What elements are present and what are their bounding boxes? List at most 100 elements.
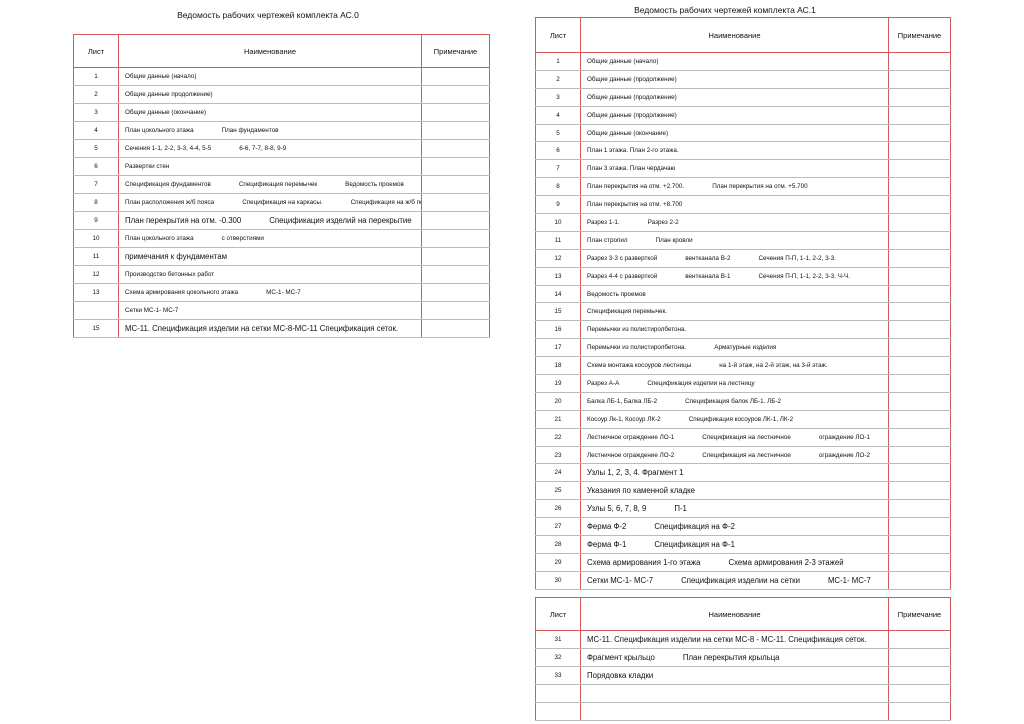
row: 11 План стропил План кровли bbox=[535, 231, 951, 250]
sheet-table: Лист Наименование Примечание 1 Общие данные … bbox=[73, 34, 490, 338]
name-part: Развертки стен bbox=[125, 163, 170, 170]
note bbox=[888, 481, 951, 501]
note bbox=[421, 103, 490, 122]
sheet-number: 32 bbox=[535, 648, 581, 667]
sheet-number: 5 bbox=[535, 124, 581, 143]
name-part: Спецификация на Ф-2 bbox=[654, 522, 735, 532]
name-part: План перекрытия на отм. +8.700 bbox=[587, 201, 683, 209]
sheet-table: Лист Наименование Примечание 1 Общие данные … bbox=[535, 17, 951, 590]
name-part: на 1-й этаж, на 2-й этаж, на 3-й этаж. bbox=[719, 362, 828, 370]
name-part: План 1 этажа. План 2-го этажа. bbox=[587, 147, 679, 155]
row: 12 Производство бетонных работ bbox=[73, 265, 490, 284]
sheet-name: Разрез 3-3 с разверткой вентканала В-2 Сеч… bbox=[580, 249, 889, 268]
sheet-name: Схема армирования 1-го этажа Схема армиро… bbox=[580, 553, 889, 572]
name-part: Схема монтажа косоуров лестницы bbox=[587, 362, 692, 370]
name-part: Фрагмент крыльцо bbox=[587, 653, 655, 662]
row: 14 Ведомость проемов bbox=[535, 285, 951, 304]
sheet-number: 22 bbox=[535, 428, 581, 447]
name-part: Перемычки из полистиролбетона. bbox=[587, 344, 687, 352]
row: 4 Общие данные (продолжение) bbox=[535, 106, 951, 125]
row: 6 План 1 этажа. План 2-го этажа. bbox=[535, 141, 951, 161]
name-part: Спецификация перемычек. bbox=[587, 308, 668, 316]
sheet-table: Лист Наименование Примечание 31 МС-11. Специ… bbox=[535, 597, 951, 721]
name-part: Схема армирования 2-3 этажей bbox=[728, 557, 844, 567]
row: 23 Лестничное ограждение ЛО-2 Спецификация… bbox=[535, 446, 951, 465]
note bbox=[888, 267, 951, 286]
note bbox=[421, 67, 490, 86]
sheet-number: 31 bbox=[535, 630, 581, 649]
note bbox=[421, 247, 490, 266]
note bbox=[888, 446, 951, 465]
name-part: МС-1- МС-7 bbox=[266, 289, 301, 296]
header-cell: Лист bbox=[535, 597, 581, 631]
sheet-number: 26 bbox=[535, 499, 581, 519]
name-part: МС-11. Спецификация изделии на сетки МС-… bbox=[125, 324, 399, 333]
header-cell: Наименование bbox=[580, 597, 889, 631]
row: 8 План расположения ж/б пояса Спецификация… bbox=[73, 193, 490, 212]
sheet-number: 25 bbox=[535, 481, 581, 501]
note bbox=[888, 463, 951, 483]
sheet-number: 28 bbox=[535, 535, 581, 554]
sheet-number: 15 bbox=[73, 319, 119, 338]
sheet-number: 6 bbox=[535, 141, 581, 161]
sheet-name: План перекрытия на отм. -0.300 Спецификац… bbox=[118, 211, 422, 230]
sheet-number: 3 bbox=[535, 88, 581, 107]
row: 18 Схема монтажа косоуров лестницы на 1-й … bbox=[535, 356, 951, 376]
name-part: Спецификация фундаментов bbox=[125, 181, 211, 188]
row: 30 Сетки МС-1- МС-7 Спецификация изделии н… bbox=[535, 571, 951, 590]
sheet-name: Разрез А-А Спецификация изделии на лестни… bbox=[580, 374, 889, 393]
sheet-number: 8 bbox=[73, 193, 119, 212]
note bbox=[421, 211, 490, 230]
sheet-number: 24 bbox=[535, 463, 581, 483]
name-part: Спецификация перемычек bbox=[238, 181, 318, 188]
name-part: МС-11. Спецификация изделии на сетки МС-… bbox=[587, 635, 867, 644]
note bbox=[888, 410, 951, 429]
header-cell: Наименование bbox=[580, 17, 889, 53]
sheet-number: 2 bbox=[73, 85, 119, 104]
header-row: Лист Наименование Примечание bbox=[73, 34, 490, 68]
note bbox=[888, 535, 951, 554]
name-part: Сетки МС-1- МС-7 bbox=[125, 307, 179, 314]
name-part: План перекрытия крыльца bbox=[682, 653, 780, 662]
name-part: Спецификация на каркасы. bbox=[242, 199, 323, 206]
name-part: План цокольного этажа bbox=[125, 127, 194, 134]
sheet-number: 1 bbox=[535, 52, 581, 71]
sheet-number: 3 bbox=[73, 103, 119, 122]
note bbox=[888, 499, 951, 519]
name-part: Разрез А-А bbox=[587, 379, 620, 387]
name-part: П-1 bbox=[674, 504, 687, 514]
row: 10 План цокольного этажа с отверстиями bbox=[73, 229, 490, 248]
note bbox=[888, 52, 951, 71]
row: 22 Лестничное ограждение ЛО-1 Спецификация… bbox=[535, 428, 951, 447]
name-part: вентканала В-2 bbox=[685, 254, 731, 262]
sheet-name: Балка ЛБ-1, Балка ЛБ-2 Спецификация балок… bbox=[580, 392, 889, 411]
sheet-number: 9 bbox=[535, 195, 581, 215]
note bbox=[888, 285, 951, 304]
sheet-name: План 1 этажа. План 2-го этажа. bbox=[580, 141, 889, 161]
note bbox=[421, 139, 490, 158]
note bbox=[421, 193, 490, 212]
row: 13 Разрез 4-4 с разверткой вентканала В-1 С… bbox=[535, 267, 951, 286]
note bbox=[888, 70, 951, 89]
sheet-number bbox=[73, 301, 119, 320]
row: Сетки МС-1- МС-7 bbox=[73, 301, 490, 320]
name-part: Перемычки из полистиролбетона. bbox=[587, 326, 687, 334]
name-part: Спецификация на лестничное bbox=[702, 433, 791, 441]
sheet-name: Узлы 1, 2, 3, 4. Фрагмент 1 bbox=[580, 463, 889, 483]
row: 3 Общие данные (окончание) bbox=[73, 103, 490, 122]
sheet-name: Развертки стен bbox=[118, 157, 422, 176]
note bbox=[888, 648, 951, 667]
name-part: Разрез 1-1. bbox=[587, 218, 620, 226]
note bbox=[888, 195, 951, 215]
name-part: Спецификация косоуров ЛК-1, ЛК-2 bbox=[688, 415, 794, 423]
row: 17 Перемычки из полистиролбетона. Арматурн… bbox=[535, 338, 951, 358]
name-part: Спецификация изделии на сетки bbox=[681, 575, 800, 585]
note bbox=[888, 106, 951, 125]
header-row: Лист Наименование Примечание bbox=[535, 17, 951, 53]
header-cell: Примечание bbox=[888, 597, 951, 631]
name-part: Балка ЛБ-1, Балка ЛБ-2 bbox=[587, 397, 658, 405]
name-part: Общие данные (продолжение) bbox=[587, 111, 677, 119]
row: 6 Развертки стен bbox=[73, 157, 490, 176]
name-part: Спецификация на ж/б пояс bbox=[350, 199, 421, 206]
note bbox=[888, 356, 951, 376]
